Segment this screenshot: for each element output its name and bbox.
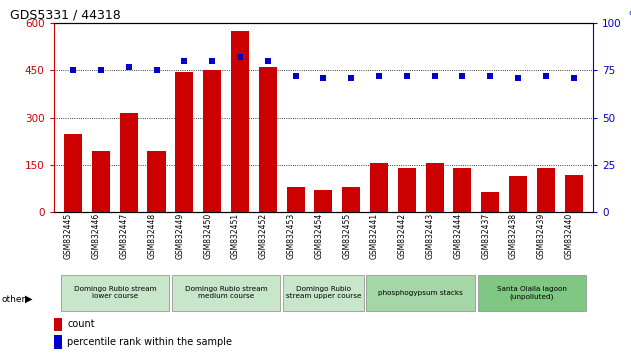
Text: GSM832451: GSM832451 [231, 212, 240, 258]
Bar [231, 31, 249, 212]
Point [179, 58, 189, 64]
Point [124, 64, 134, 69]
Bar [370, 164, 388, 212]
Point [402, 73, 412, 79]
Bar [92, 151, 110, 212]
FancyBboxPatch shape [61, 275, 169, 311]
Bar [398, 168, 416, 212]
Point [569, 75, 579, 81]
Text: ▶: ▶ [25, 294, 33, 304]
Bar [64, 134, 82, 212]
Text: GSM832439: GSM832439 [537, 212, 546, 259]
Text: GSM832453: GSM832453 [286, 212, 295, 259]
Bar [148, 151, 165, 212]
Text: Domingo Rubio
stream upper course: Domingo Rubio stream upper course [286, 286, 361, 299]
Bar [425, 164, 444, 212]
Text: percentile rank within the sample: percentile rank within the sample [67, 337, 232, 347]
FancyBboxPatch shape [367, 275, 475, 311]
Point [262, 58, 273, 64]
Point [235, 54, 245, 60]
Text: GSM832438: GSM832438 [509, 212, 518, 258]
Text: GSM832448: GSM832448 [148, 212, 156, 258]
Bar [54, 318, 62, 331]
Bar [259, 67, 277, 212]
Text: Santa Olalla lagoon
(unpolluted): Santa Olalla lagoon (unpolluted) [497, 286, 567, 300]
Bar [565, 175, 582, 212]
Text: GSM832452: GSM832452 [259, 212, 268, 258]
Text: GSM832446: GSM832446 [92, 212, 101, 259]
Bar [286, 187, 305, 212]
Point [513, 75, 523, 81]
Point [207, 58, 217, 64]
Text: GSM832441: GSM832441 [370, 212, 379, 258]
Text: GSM832442: GSM832442 [398, 212, 407, 258]
Text: Domingo Rubio stream
lower course: Domingo Rubio stream lower course [73, 286, 156, 299]
Point [485, 73, 495, 79]
Bar [509, 176, 527, 212]
Text: GSM832454: GSM832454 [314, 212, 324, 259]
Text: %: % [628, 11, 631, 21]
Point [68, 68, 78, 73]
FancyBboxPatch shape [283, 275, 363, 311]
Text: GSM832443: GSM832443 [426, 212, 435, 259]
Bar [203, 70, 221, 212]
Bar [54, 335, 62, 349]
Point [319, 75, 329, 81]
Point [96, 68, 106, 73]
FancyBboxPatch shape [172, 275, 280, 311]
Text: phosphogypsum stacks: phosphogypsum stacks [378, 290, 463, 296]
Text: GSM832449: GSM832449 [175, 212, 184, 259]
Bar [454, 168, 471, 212]
Text: Domingo Rubio stream
medium course: Domingo Rubio stream medium course [185, 286, 268, 299]
Bar [314, 190, 333, 212]
Point [290, 73, 300, 79]
Text: GDS5331 / 44318: GDS5331 / 44318 [11, 9, 121, 22]
Point [541, 73, 551, 79]
Text: GSM832450: GSM832450 [203, 212, 212, 259]
Bar [342, 187, 360, 212]
Text: other: other [2, 295, 26, 304]
Bar [120, 113, 138, 212]
Point [346, 75, 357, 81]
Point [457, 73, 468, 79]
Text: GSM832444: GSM832444 [454, 212, 463, 259]
Bar [481, 192, 499, 212]
FancyBboxPatch shape [478, 275, 586, 311]
Text: GSM832455: GSM832455 [342, 212, 351, 259]
Text: GSM832440: GSM832440 [565, 212, 574, 259]
Text: GSM832447: GSM832447 [120, 212, 129, 259]
Bar [175, 72, 193, 212]
Point [374, 73, 384, 79]
Point [151, 68, 162, 73]
Bar [537, 168, 555, 212]
Text: count: count [67, 319, 95, 329]
Point [430, 73, 440, 79]
Text: GSM832437: GSM832437 [481, 212, 490, 259]
Text: GSM832445: GSM832445 [64, 212, 73, 259]
